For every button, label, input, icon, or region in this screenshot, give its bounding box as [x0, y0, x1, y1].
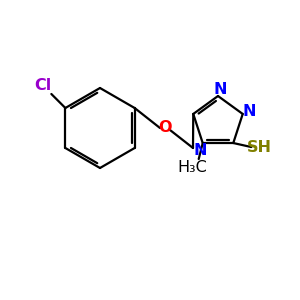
Text: N: N — [243, 104, 256, 119]
Text: O: O — [158, 121, 172, 136]
Text: H₃C: H₃C — [178, 160, 208, 175]
Text: Cl: Cl — [35, 79, 52, 94]
Text: SH: SH — [247, 140, 272, 154]
Text: N: N — [213, 82, 227, 97]
Text: N: N — [194, 142, 208, 158]
